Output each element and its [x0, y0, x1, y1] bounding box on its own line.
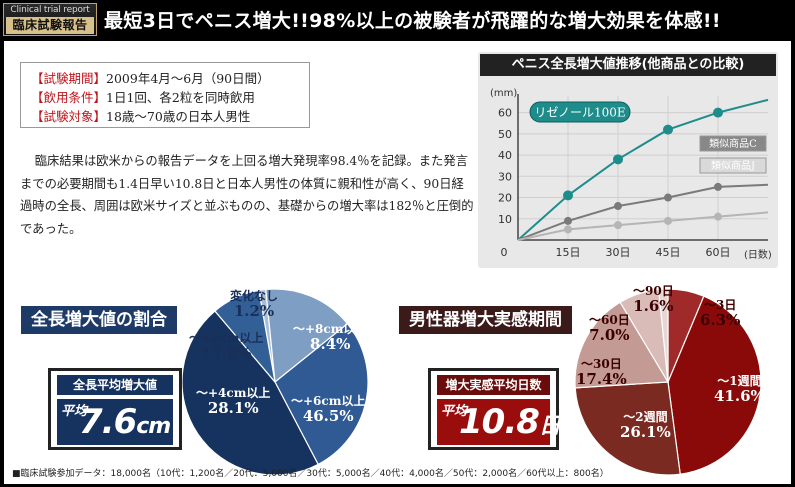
x-tick-label: 15日	[556, 246, 581, 259]
x-unit-label: (日数)	[744, 248, 772, 261]
series-0-point	[563, 190, 573, 201]
pie1-title: 全長増大値の割合	[21, 306, 177, 334]
series-2-point	[614, 221, 622, 230]
average-days-box: 増大実感平均日数 平均 10.8日	[428, 368, 561, 450]
series-line-2	[517, 211, 769, 241]
average-length-box: 全長平均増大値 平均 7.6cm	[48, 368, 182, 450]
pie2-label-1w: ～1週間 41.6%	[714, 374, 765, 405]
length-increase-pie	[181, 288, 369, 476]
legend-box-1	[699, 135, 767, 152]
pie1-slice	[265, 288, 349, 384]
series-1-point	[614, 202, 622, 211]
legend-label-0: リゼノール100E	[534, 105, 625, 119]
legend-label-1: 類似商品C	[709, 137, 757, 150]
x-tick-label: 30日	[606, 246, 631, 259]
pie2-label-30d: ～30日 17.4%	[576, 357, 627, 388]
series-line-0	[517, 98, 769, 241]
condition-dosage: 【飲用条件】1日1回、各2粒を同時飲用	[31, 90, 255, 105]
legend-box-0	[529, 101, 631, 123]
badge-english: Clinical trial report	[10, 5, 90, 15]
series-2-point	[564, 225, 572, 234]
y-unit-label: (mm)	[490, 88, 517, 99]
headline: 最短3日でペニス増大!!98%以上の被験者が飛躍的な増大効果を体感!!	[104, 10, 721, 32]
x-tick-label: 0	[501, 246, 508, 259]
pie2-label-90d: ～90日 1.6%	[633, 284, 674, 315]
y-tick-label: 40	[498, 149, 512, 162]
y-tick-label: 60	[498, 107, 512, 120]
series-1-point	[664, 193, 672, 202]
y-tick-label: 30	[498, 170, 512, 183]
pie2-slice	[574, 301, 670, 389]
pie2-label-2w: ～2週間 26.1%	[620, 410, 671, 441]
series-2-point	[664, 216, 672, 225]
condition-period: 【試験期間】2009年4月～6月（90日間）	[31, 71, 270, 86]
pie2-slice	[574, 381, 681, 476]
average-length-label: 全長平均増大値	[57, 375, 173, 395]
average-length-value: 平均 7.6cm	[57, 399, 173, 445]
trial-conditions-box: 【試験期間】2009年4月～6月（90日間） 【飲用条件】1日1回、各2粒を同時…	[20, 62, 310, 128]
y-tick-label: 20	[498, 192, 512, 205]
y-tick-label: 10	[498, 213, 512, 226]
pie1-slice	[214, 289, 276, 385]
series-2-point	[714, 212, 722, 221]
pie1-label-2cm: ～+2cm以上 15.8%	[189, 331, 264, 362]
badge-japanese: 臨床試験報告	[6, 17, 94, 34]
average-days-value: 平均 10.8日	[437, 399, 561, 445]
pie1-label-6cm: ～+6cm以上 46.5%	[291, 394, 366, 425]
series-0-point	[613, 154, 623, 165]
line-chart-panel: ペニス全長増大値推移(他商品との比較) 60 50 40 30 20 10 0 15日 30日 4…	[478, 52, 778, 268]
series-line-1	[517, 183, 769, 241]
header: Clinical trial report 臨床試験報告 最短3日でペニス増大!…	[0, 0, 795, 40]
pie1-label-8cm: ～+8cm以上 8.4%	[293, 322, 368, 353]
pie2-slice	[667, 295, 762, 475]
line-chart: 60 50 40 30 20 10 0 15日 30日 45日 60日 リゼノール100E 類似商品C 類…	[490, 88, 772, 261]
pie2-slice	[658, 288, 669, 383]
y-tick-label: 50	[498, 128, 512, 141]
line-chart-title: ペニス全長増大値推移(他商品との比較)	[480, 54, 776, 76]
legend-box-2	[699, 157, 767, 174]
pie2-label-60d: ～60日 7.0%	[589, 313, 630, 344]
legend-label-2: 類似商品J	[711, 159, 755, 172]
series-1-point	[564, 216, 572, 225]
pie1-slice	[274, 322, 369, 466]
report-badge: Clinical trial report 臨床試験報告	[3, 3, 97, 36]
pie2-title: 男性器増大実感期間	[399, 306, 572, 334]
pie1-label-4cm: ～+4cm以上 28.1%	[196, 386, 271, 417]
footnote: ■臨床試験参加データ：18,000名（10代：1,200名／20代：5,000名…	[12, 469, 609, 479]
pie1-slice	[181, 310, 319, 476]
summary-text: 臨床結果は欧米からの報告データを上回る増大発現率98.4％を記録。また発言までの…	[20, 154, 474, 236]
pie1-label-none: 変化なし 1.2%	[230, 289, 279, 320]
series-1-point	[714, 182, 722, 191]
pie2-label-3d: ～3日 6.3%	[700, 298, 741, 329]
x-tick-label: 60日	[706, 246, 731, 259]
average-days-label: 増大実感平均日数	[437, 375, 550, 395]
x-tick-label: 45日	[656, 246, 681, 259]
series-0-point	[663, 124, 673, 135]
condition-subjects: 【試験対象】18歳～70歳の日本人男性	[31, 109, 251, 124]
onset-period-pie	[574, 288, 762, 476]
series-0-point	[713, 107, 723, 118]
